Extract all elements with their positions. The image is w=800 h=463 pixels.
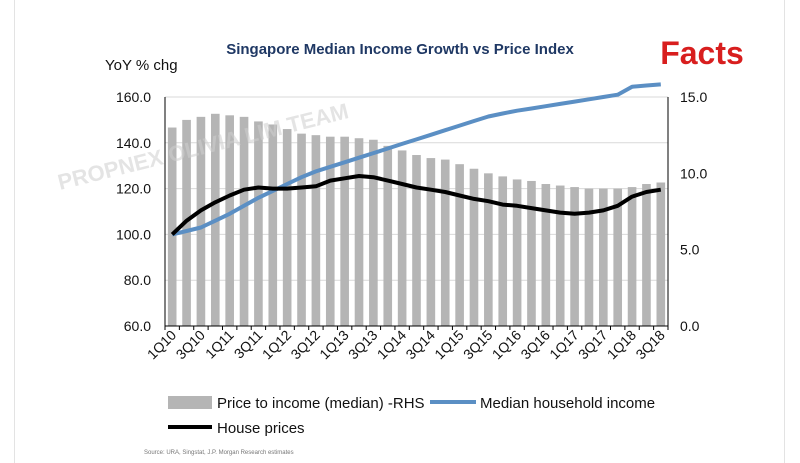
left-tick-label: 100.0: [116, 226, 151, 242]
bar: [455, 164, 464, 326]
income-line: [171, 82, 661, 237]
left-tick-label: 160.0: [116, 89, 151, 105]
right-tick-label: 5.0: [680, 242, 700, 258]
price-to-income-bars: [167, 113, 666, 327]
source-note: Source: URA, Singstat, J.P. Morgan Resea…: [144, 450, 294, 456]
bar: [613, 188, 623, 326]
bar: [383, 145, 393, 326]
right-axis-ticks: 15.0 10.0 5.0 0.0: [680, 89, 707, 334]
bar: [239, 116, 249, 326]
legend-swatch-bars: [168, 396, 212, 409]
bar: [484, 173, 493, 326]
x-axis-ticks: 1Q103Q101Q113Q111Q123Q121Q133Q131Q143Q14…: [144, 327, 668, 363]
bar: [340, 136, 349, 326]
bar: [311, 135, 321, 326]
left-tick-label: 80.0: [124, 272, 151, 288]
bar: [642, 184, 651, 326]
bar: [527, 180, 536, 326]
bar: [297, 133, 306, 326]
bar: [167, 127, 177, 327]
left-frame-line: [14, 0, 15, 463]
right-tick-label: 10.0: [680, 165, 707, 181]
house-price-line: [170, 174, 662, 236]
left-axis-ticks: 160.0 140.0 120.0 100.0 80.0 60.0: [116, 89, 151, 334]
x-tick-label: 3Q13: [345, 327, 381, 363]
bar: [656, 182, 666, 326]
legend-label-income: Median household income: [480, 395, 655, 412]
x-tick-label: 1Q17: [546, 327, 582, 363]
bar: [254, 121, 263, 326]
x-tick-label: 3Q15: [460, 327, 496, 363]
bar: [397, 150, 407, 326]
bar: [225, 115, 234, 326]
left-tick-label: 120.0: [116, 181, 151, 197]
x-tick-label: 1Q13: [316, 327, 352, 363]
x-tick-label: 1Q12: [259, 327, 295, 363]
bar: [627, 187, 637, 326]
line-series: [170, 82, 662, 237]
left-axis-label: YoY % chg: [105, 57, 178, 74]
left-tick-label: 60.0: [124, 318, 151, 334]
left-tick-label: 140.0: [116, 135, 151, 151]
bar: [268, 124, 278, 326]
bar: [325, 136, 335, 326]
x-tick-label: 3Q16: [517, 327, 553, 363]
x-tick-label: 3Q10: [173, 327, 209, 363]
bar: [440, 159, 450, 326]
x-tick-label: 1Q15: [431, 327, 467, 363]
bar: [282, 129, 292, 326]
bar: [498, 176, 508, 326]
bar: [354, 138, 364, 326]
x-tick-label: 1Q18: [604, 327, 640, 363]
facts-badge: Facts: [660, 35, 744, 71]
legend: Price to income (median) -RHS Median hou…: [168, 395, 655, 437]
bar: [599, 188, 608, 326]
x-tick-label: 3Q11: [231, 327, 266, 362]
x-tick-label: 3Q17: [575, 327, 611, 363]
bar: [426, 158, 436, 326]
right-tick-label: 0.0: [680, 318, 700, 334]
x-tick-label: 3Q12: [287, 327, 323, 363]
axes: [164, 97, 669, 330]
bar: [584, 188, 594, 326]
x-tick-label: 3Q18: [632, 327, 668, 363]
chart-title: Singapore Median Income Growth vs Price …: [226, 41, 574, 58]
x-tick-label: 3Q14: [402, 327, 438, 363]
bar: [469, 168, 479, 326]
bar: [555, 185, 565, 326]
bar: [541, 184, 551, 326]
x-tick-label: 1Q16: [489, 327, 525, 363]
x-tick-label: 1Q11: [202, 327, 237, 362]
bar: [512, 179, 522, 326]
x-tick-label: 1Q14: [374, 327, 410, 363]
right-tick-label: 15.0: [680, 89, 707, 105]
bar: [412, 155, 421, 326]
legend-label-house: House prices: [217, 420, 305, 437]
bar: [369, 139, 378, 326]
bar: [570, 187, 579, 326]
legend-label-bars: Price to income (median) -RHS: [217, 395, 425, 412]
bar: [196, 116, 206, 326]
right-frame-line: [784, 0, 785, 463]
